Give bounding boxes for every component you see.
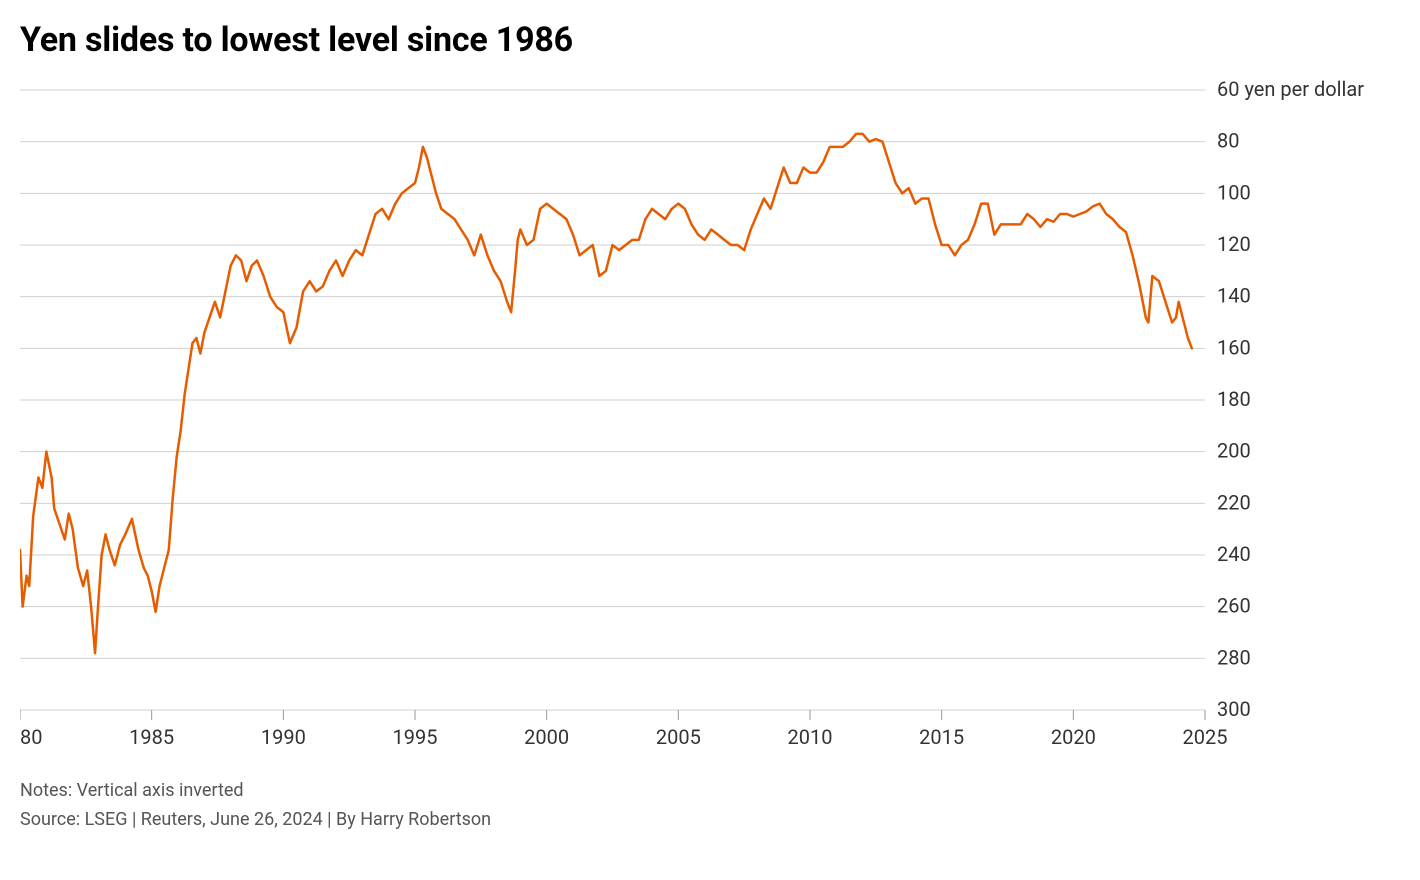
y-tick-label: 100 [1217,180,1251,204]
y-tick-label: 240 [1217,542,1251,566]
x-tick-label: 2005 [656,725,701,749]
footer-source: Source: LSEG | Reuters, June 26, 2024 | … [20,806,1400,835]
y-tick-label: 180 [1217,387,1251,411]
y-tick-label: 200 [1217,439,1251,463]
chart-title: Yen slides to lowest level since 1986 [20,20,1400,60]
x-tick-label: 1995 [393,725,438,749]
x-tick-label: 2000 [524,725,569,749]
y-tick-label: 300 [1217,697,1251,721]
chart-footer: Notes: Vertical axis inverted Source: LS… [20,777,1400,835]
y-axis-unit-label: 60 yen per dollar [1217,80,1364,101]
y-tick-label: 280 [1217,645,1251,669]
x-tick-label: 1990 [261,725,306,749]
x-tick-label: 2020 [1051,725,1096,749]
chart-area: 60 yen per dollar 80 100 120 140 160 180 200 220… [20,80,1400,755]
x-tick-label: 2025 [1183,725,1228,749]
x-tick-label: 2015 [919,725,964,749]
yen-usd-series-line [20,134,1192,653]
y-tick-label: 260 [1217,594,1251,618]
y-tick-label: 120 [1217,232,1251,256]
x-tick-label: 2010 [788,725,833,749]
line-chart-svg: 60 yen per dollar 80 100 120 140 160 180 200 220… [20,80,1400,755]
footer-note: Notes: Vertical axis inverted [20,777,1400,806]
x-tick-label: 1980 [20,725,42,749]
y-tick-label: 140 [1217,284,1251,308]
y-tick-label: 220 [1217,490,1251,514]
y-tick-label: 80 [1217,129,1239,153]
y-tick-label: 160 [1217,335,1251,359]
x-tick-label: 1985 [129,725,174,749]
